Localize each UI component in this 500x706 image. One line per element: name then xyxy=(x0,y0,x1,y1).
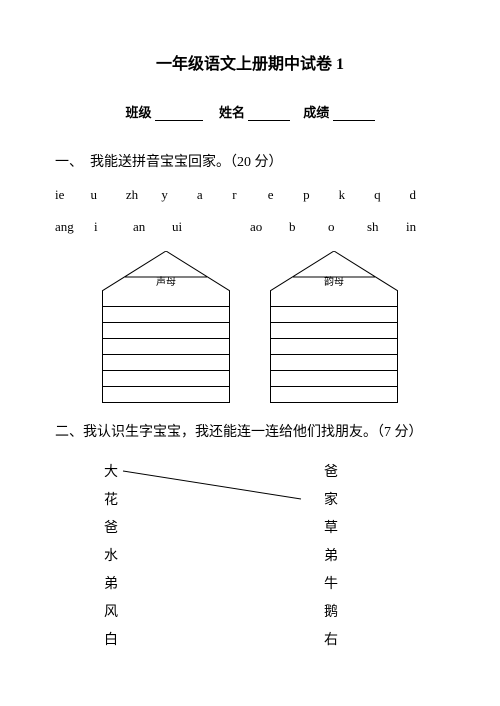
match-left: 水 xyxy=(101,545,121,565)
pinyin-cell: a xyxy=(197,187,232,203)
score-label: 成绩 xyxy=(303,105,329,120)
house-row xyxy=(103,338,229,354)
score-blank xyxy=(333,106,375,121)
match-right: 牛 xyxy=(321,573,341,593)
match-right: 鹅 xyxy=(321,601,341,621)
page-title: 一年级语文上册期中试卷 1 xyxy=(55,50,445,74)
class-label: 班级 xyxy=(125,105,151,120)
roof-label-yunmu: 韵母 xyxy=(270,273,398,288)
class-blank xyxy=(155,106,203,121)
match-row: 花家 xyxy=(101,485,341,513)
house-row xyxy=(271,291,397,306)
section1-heading: 一、 我能送拼音宝宝回家。（20 分） xyxy=(55,151,445,171)
house-row xyxy=(271,370,397,386)
house-row xyxy=(271,354,397,370)
name-label: 姓名 xyxy=(219,105,245,120)
name-blank xyxy=(248,106,290,121)
pinyin-cell: i xyxy=(94,219,133,235)
match-left: 白 xyxy=(101,629,121,649)
pinyin-cell: u xyxy=(90,187,125,203)
house-row xyxy=(271,386,397,402)
match-row: 大爸 xyxy=(101,457,341,485)
match-left: 风 xyxy=(101,601,121,621)
pinyin-cell: q xyxy=(374,187,409,203)
roof-yunmu: 韵母 xyxy=(270,251,398,291)
match-row: 爸草 xyxy=(101,513,341,541)
pinyin-cell: ie xyxy=(55,187,90,203)
match-right: 草 xyxy=(321,517,341,537)
match-left: 花 xyxy=(101,489,121,509)
match-row: 水弟 xyxy=(101,541,341,569)
roof-label-shengmu: 声母 xyxy=(102,273,230,288)
match-right: 弟 xyxy=(321,545,341,565)
pinyin-cell: ang xyxy=(55,219,94,235)
match-row: 白右 xyxy=(101,625,341,653)
pinyin-cell: r xyxy=(232,187,267,203)
house-yunmu: 韵母 xyxy=(270,251,398,403)
houses-container: 声母 韵母 xyxy=(55,251,445,403)
house-body-shengmu xyxy=(102,291,230,403)
info-line: 班级 姓名 成绩 xyxy=(55,102,445,121)
house-row xyxy=(271,338,397,354)
pinyin-row-1: ieuzhyarepkqd xyxy=(55,187,445,203)
pinyin-cell: b xyxy=(289,219,328,235)
pinyin-row-2: angianui aoboshin xyxy=(55,219,445,235)
house-row xyxy=(103,291,229,306)
pinyin-cell: e xyxy=(268,187,303,203)
match-left: 爸 xyxy=(101,517,121,537)
match-right: 家 xyxy=(321,489,341,509)
house-row xyxy=(103,322,229,338)
pinyin-cell: k xyxy=(339,187,374,203)
pinyin-cell: o xyxy=(328,219,367,235)
pinyin-cell: zh xyxy=(126,187,161,203)
house-shengmu: 声母 xyxy=(102,251,230,403)
house-row xyxy=(103,306,229,322)
match-container: 大爸花家爸草水弟弟牛风鹅白右 xyxy=(101,457,341,653)
pinyin-cell: an xyxy=(133,219,172,235)
house-body-yunmu xyxy=(270,291,398,403)
match-row: 弟牛 xyxy=(101,569,341,597)
match-right: 右 xyxy=(321,629,341,649)
pinyin-cell: y xyxy=(161,187,196,203)
section2-heading: 二、我认识生字宝宝，我还能连一连给他们找朋友。（7 分） xyxy=(55,421,445,441)
match-row: 风鹅 xyxy=(101,597,341,625)
pinyin-cell: in xyxy=(406,219,445,235)
pinyin-cell xyxy=(211,219,250,235)
house-row xyxy=(103,370,229,386)
house-row xyxy=(103,354,229,370)
roof-shengmu: 声母 xyxy=(102,251,230,291)
pinyin-cell: ui xyxy=(172,219,211,235)
house-row xyxy=(271,322,397,338)
pinyin-cell: p xyxy=(303,187,338,203)
match-left: 大 xyxy=(101,461,121,481)
match-right: 爸 xyxy=(321,461,341,481)
pinyin-cell: sh xyxy=(367,219,406,235)
pinyin-cell: d xyxy=(410,187,445,203)
pinyin-cell: ao xyxy=(250,219,289,235)
house-row xyxy=(103,386,229,402)
house-row xyxy=(271,306,397,322)
match-left: 弟 xyxy=(101,573,121,593)
